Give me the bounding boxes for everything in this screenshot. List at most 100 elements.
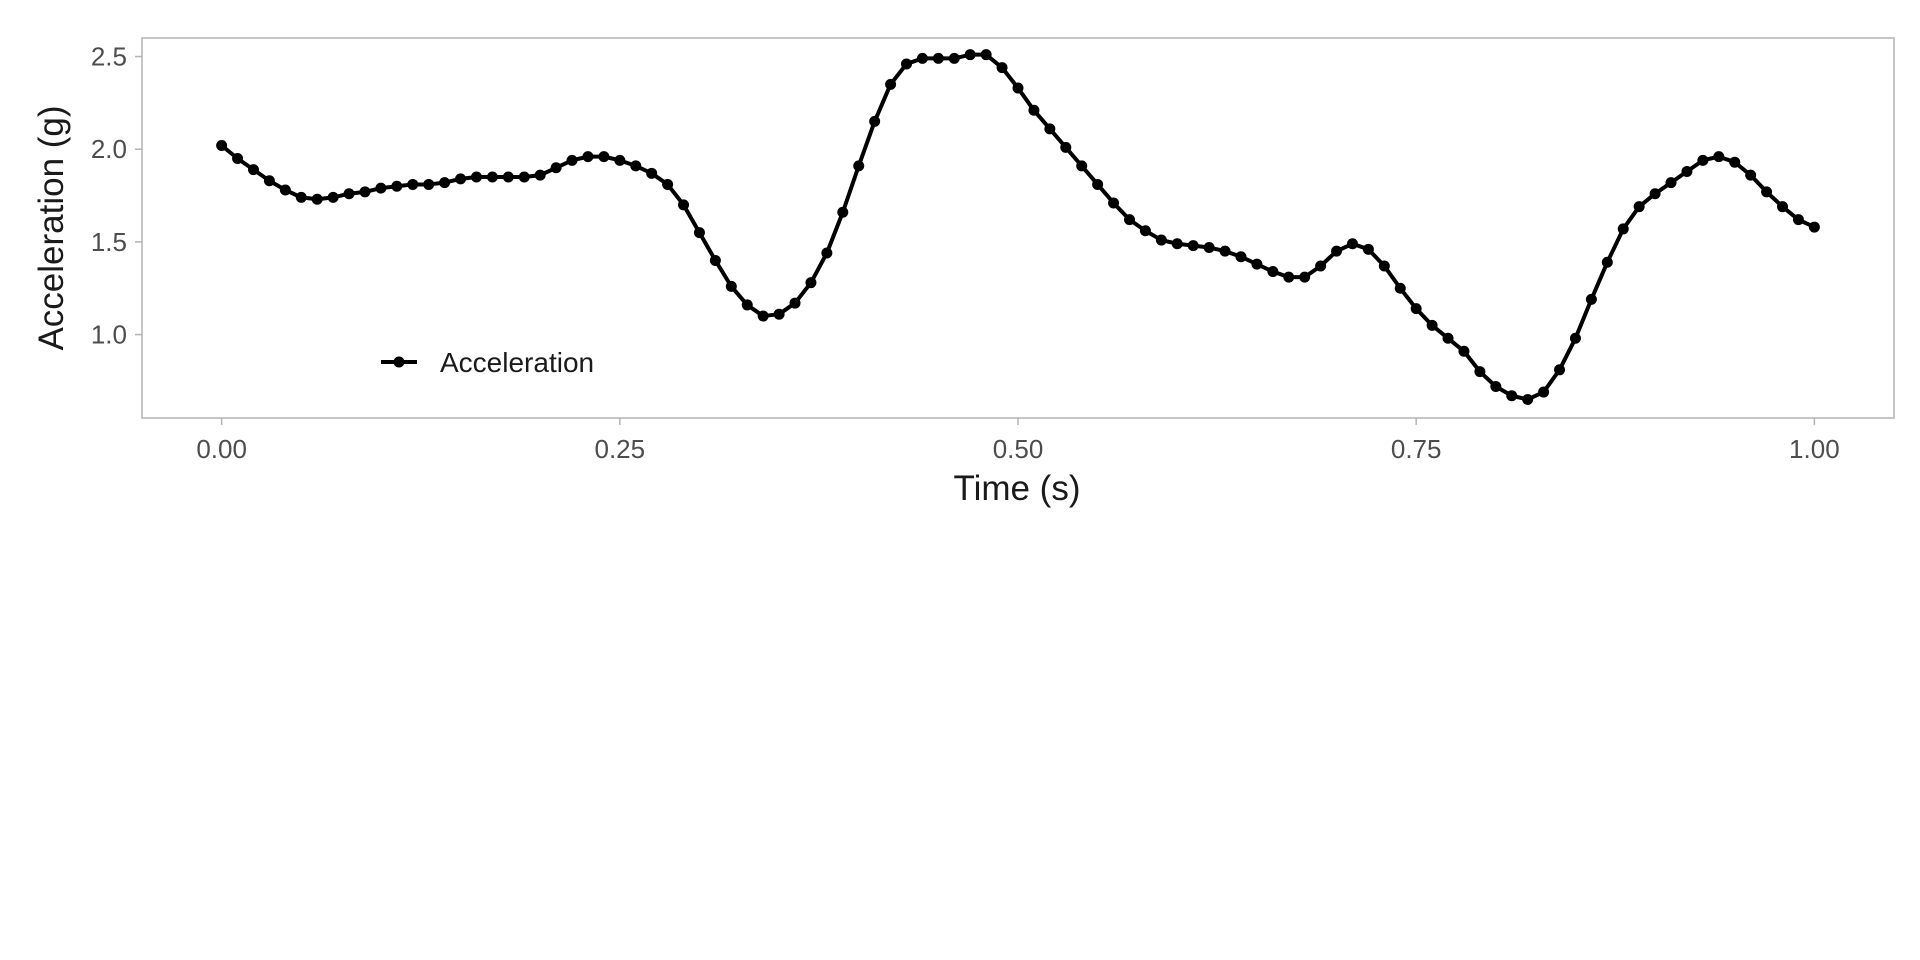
acceleration-data-point <box>566 154 578 166</box>
acceleration-data-point <box>1092 178 1104 190</box>
acceleration-data-point <box>773 308 785 320</box>
acceleration-data-point <box>407 178 419 190</box>
acceleration-data-point <box>1458 345 1470 357</box>
acceleration-data-point <box>614 154 626 166</box>
acceleration-data-point <box>1777 201 1789 213</box>
acceleration-data-point <box>1171 238 1183 250</box>
acceleration-data-point <box>1538 386 1550 398</box>
acceleration-data-point <box>1378 260 1390 272</box>
acceleration-data-point <box>916 52 928 64</box>
acceleration-data-point <box>247 164 259 176</box>
acceleration-data-point <box>1506 390 1518 402</box>
legend: Acceleration <box>381 347 594 378</box>
acceleration-data-point <box>1665 177 1677 189</box>
x-tick-label: 0.00 <box>196 434 247 464</box>
acceleration-data-point <box>1569 332 1581 344</box>
acceleration-data-point <box>1601 256 1613 268</box>
acceleration-data-point <box>216 140 228 152</box>
acceleration-data-point <box>1346 238 1358 250</box>
acceleration-data-point <box>1012 82 1024 94</box>
acceleration-data-point <box>423 178 435 190</box>
acceleration-data-point <box>885 78 897 90</box>
acceleration-data-point <box>725 280 737 292</box>
acceleration-data-point <box>1235 251 1247 263</box>
y-axis-title: Acceleration (g) <box>32 105 71 350</box>
acceleration-data-point <box>1649 188 1661 200</box>
acceleration-data-point <box>1028 104 1040 116</box>
acceleration-data-point <box>980 49 992 61</box>
acceleration-data-point <box>789 297 801 309</box>
acceleration-data-point <box>1315 260 1327 272</box>
x-tick-label: 1.00 <box>1789 434 1840 464</box>
acceleration-data-point <box>295 191 307 203</box>
acceleration-data-point <box>279 184 291 196</box>
acceleration-data-point <box>1219 245 1231 257</box>
acceleration-data-point <box>502 171 514 183</box>
acceleration-data-point <box>948 52 960 64</box>
acceleration-data-point <box>1808 221 1820 233</box>
acceleration-data-point <box>1522 393 1534 405</box>
acceleration-data-point <box>1713 151 1725 163</box>
acceleration-data-point <box>1633 201 1645 213</box>
acceleration-data-point <box>1474 366 1486 378</box>
acceleration-data-point <box>1697 154 1709 166</box>
acceleration-data-point <box>1299 271 1311 283</box>
acceleration-data-point <box>1426 319 1438 331</box>
acceleration-data-point <box>1283 271 1295 283</box>
acceleration-data-point <box>1745 169 1757 181</box>
acceleration-data-point <box>1139 225 1151 237</box>
acceleration-data-point <box>1060 141 1072 153</box>
acceleration-data-point <box>901 58 913 70</box>
acceleration-data-point <box>1617 223 1629 235</box>
acceleration-data-point <box>391 180 403 192</box>
acceleration-data-point <box>1792 214 1804 226</box>
acceleration-data-point <box>757 310 769 322</box>
acceleration-data-point <box>662 178 674 190</box>
acceleration-data-point <box>343 188 355 200</box>
acceleration-data-point <box>1394 282 1406 294</box>
acceleration-data-point <box>470 171 482 183</box>
acceleration-data-point <box>232 152 244 164</box>
acceleration-data-point <box>1108 197 1120 209</box>
acceleration-data-point <box>550 162 562 174</box>
acceleration-data-point <box>582 151 594 163</box>
acceleration-data-point <box>964 49 976 61</box>
acceleration-data-point <box>455 173 467 185</box>
acceleration-data-point <box>1076 160 1088 172</box>
acceleration-data-point <box>1044 123 1056 135</box>
acceleration-data-point <box>1155 234 1167 246</box>
acceleration-data-point <box>1585 293 1597 305</box>
acceleration-data-point <box>1442 332 1454 344</box>
acceleration-data-point <box>359 186 371 198</box>
acceleration-data-point <box>837 206 849 218</box>
acceleration-data-point <box>693 227 705 239</box>
acceleration-data-point <box>311 193 323 205</box>
legend-marker-key <box>393 356 405 368</box>
acceleration-data-point <box>646 167 658 179</box>
acceleration-data-point <box>709 254 721 266</box>
acceleration-data-point <box>486 171 498 183</box>
acceleration-data-point <box>598 151 610 163</box>
acceleration-data-point <box>1761 186 1773 198</box>
acceleration-data-point <box>1362 243 1374 255</box>
acceleration-data-point <box>805 277 817 289</box>
y-tick-label: 1.0 <box>91 320 127 350</box>
acceleration-data-point <box>996 62 1008 74</box>
acceleration-data-point <box>1251 258 1263 270</box>
acceleration-data-point <box>821 247 833 259</box>
y-tick-label: 2.5 <box>91 42 127 72</box>
y-axis: 1.0 1.5 2.0 2.5 <box>91 42 142 350</box>
y-tick-label: 2.0 <box>91 134 127 164</box>
acceleration-data-point <box>375 182 387 194</box>
acceleration-data-point <box>1331 245 1343 257</box>
acceleration-data-point <box>678 199 690 211</box>
legend-label: Acceleration <box>440 347 594 378</box>
x-tick-label: 0.50 <box>993 434 1044 464</box>
acceleration-data-point <box>853 160 865 172</box>
series-layer <box>216 49 1820 405</box>
x-tick-label: 0.25 <box>595 434 646 464</box>
acceleration-data-point <box>869 115 881 127</box>
acceleration-data-point <box>1681 165 1693 177</box>
